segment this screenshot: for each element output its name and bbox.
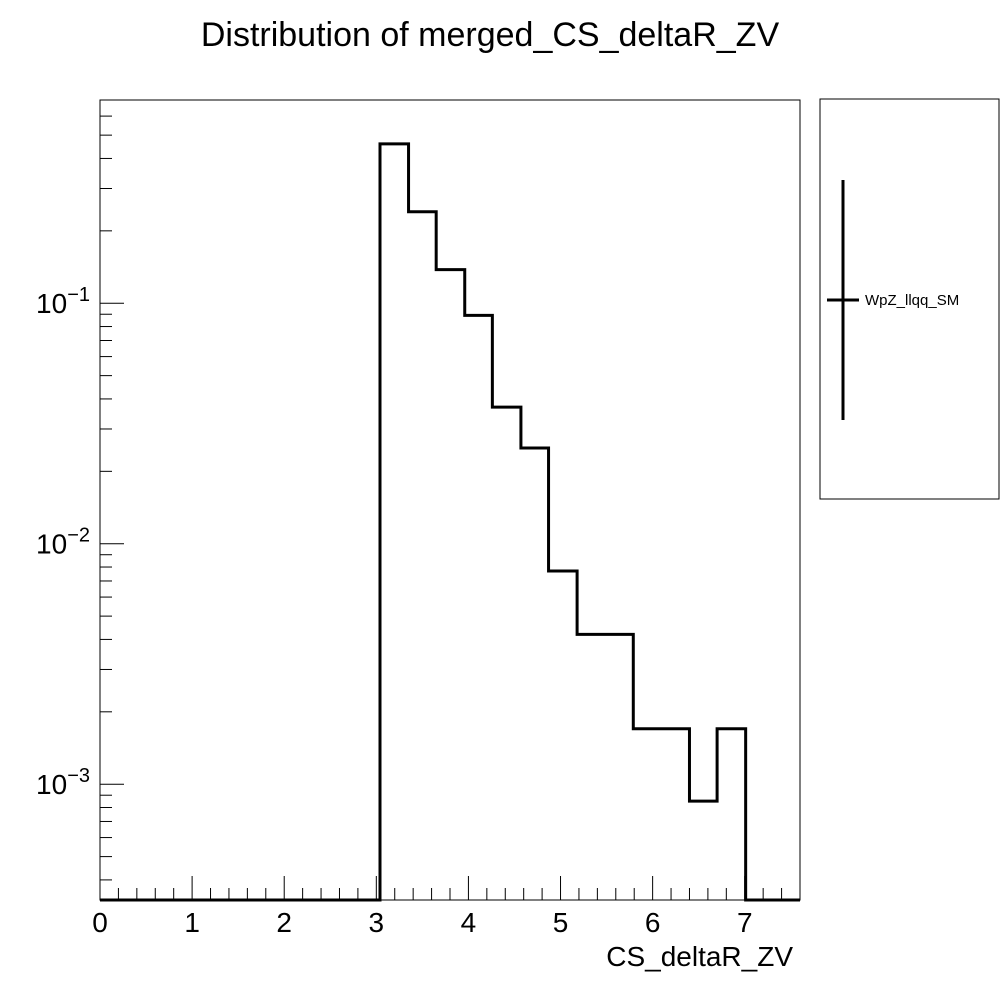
x-tick-label: 2 [276, 907, 292, 938]
y-tick-label: 10−2 [36, 525, 90, 560]
x-tick-label: 4 [461, 907, 477, 938]
x-tick-label: 1 [184, 907, 200, 938]
x-tick-label: 3 [369, 907, 385, 938]
y-tick-label: 10−1 [36, 284, 90, 319]
x-axis-ticks [99, 876, 801, 900]
x-tick-label: 0 [92, 907, 108, 938]
legend-entry-label: WpZ_llqq_SM [865, 292, 959, 309]
chart-title: Distribution of merged_CS_deltaR_ZV [201, 16, 780, 54]
x-tick-label: 5 [553, 907, 569, 938]
x-tick-label: 6 [645, 907, 661, 938]
y-axis-ticks [100, 115, 124, 881]
x-axis-tick-labels: 0 1 2 3 4 5 6 7 [92, 907, 752, 938]
x-axis-label: CS_deltaR_ZV [606, 941, 793, 972]
x-tick-label: 7 [737, 907, 753, 938]
y-tick-label: 10−3 [36, 765, 90, 800]
y-axis-tick-labels: 10−1 10−2 10−3 [36, 284, 90, 800]
plot-frame [99, 99, 801, 901]
histogram-series-line [100, 142, 800, 902]
